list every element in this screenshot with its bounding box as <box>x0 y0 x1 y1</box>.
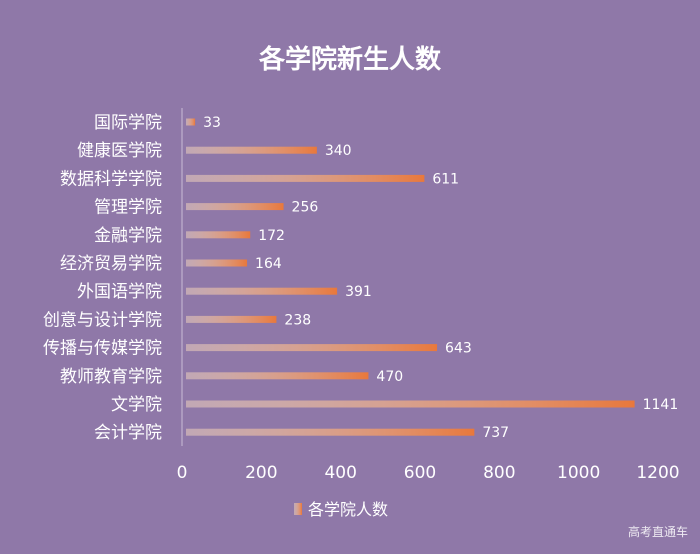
value-label: 470 <box>376 369 403 385</box>
bar <box>186 259 248 267</box>
x-axis-ticks: 0 200 400 600 800 1000 1200 <box>177 463 680 483</box>
bar <box>186 287 338 295</box>
category-label: 教师教育学院 <box>60 367 162 387</box>
bar <box>186 344 438 352</box>
category-label: 数据科学学院 <box>60 169 162 189</box>
category-label: 经济贸易学院 <box>60 254 162 274</box>
value-label: 164 <box>255 256 282 272</box>
category-label: 会计学院 <box>94 423 162 443</box>
category-label: 金融学院 <box>94 226 162 246</box>
value-label: 1141 <box>643 397 679 413</box>
x-tick-label: 1000 <box>557 463 600 483</box>
watermark-text: 高考直通车 <box>627 525 688 539</box>
value-label: 256 <box>292 200 319 216</box>
bar <box>186 372 369 380</box>
value-label: 238 <box>284 312 311 328</box>
category-label: 创意与设计学院 <box>43 310 162 330</box>
category-label: 外国语学院 <box>77 282 162 302</box>
bar <box>186 231 251 239</box>
value-labels: 33 340 611 256 172 164 391 238 643 470 1141 737 <box>203 115 678 441</box>
legend-swatch <box>294 503 302 515</box>
value-label: 737 <box>482 425 509 441</box>
category-labels: 国际学院健康医学院数据科学学院管理学院金融学院经济贸易学院外国语学院创意与设计学… <box>43 113 162 443</box>
bar <box>186 118 196 126</box>
bar <box>186 146 317 154</box>
x-tick-label: 0 <box>177 463 188 483</box>
category-label: 传播与传媒学院 <box>43 339 162 359</box>
legend: 各学院人数 <box>294 500 388 519</box>
bar <box>186 203 284 211</box>
value-label: 611 <box>432 171 459 187</box>
x-tick-label: 1200 <box>636 463 679 483</box>
category-label: 文学院 <box>111 395 162 415</box>
value-label: 33 <box>203 115 221 131</box>
legend-label: 各学院人数 <box>308 500 388 519</box>
value-label: 172 <box>258 228 285 244</box>
value-label: 643 <box>445 341 472 357</box>
x-tick-label: 200 <box>245 463 277 483</box>
x-tick-label: 400 <box>324 463 356 483</box>
x-tick-label: 600 <box>404 463 436 483</box>
category-label: 国际学院 <box>94 113 162 133</box>
chart-title: 各学院新生人数 <box>258 44 442 75</box>
value-label: 340 <box>325 143 352 159</box>
x-tick-label: 800 <box>483 463 515 483</box>
value-label: 391 <box>345 284 372 300</box>
category-label: 管理学院 <box>94 198 162 218</box>
bar-group <box>186 118 635 436</box>
category-label: 健康医学院 <box>77 141 162 161</box>
bar <box>186 400 635 408</box>
bar <box>186 315 277 323</box>
bar <box>186 174 425 182</box>
bar <box>186 428 475 436</box>
